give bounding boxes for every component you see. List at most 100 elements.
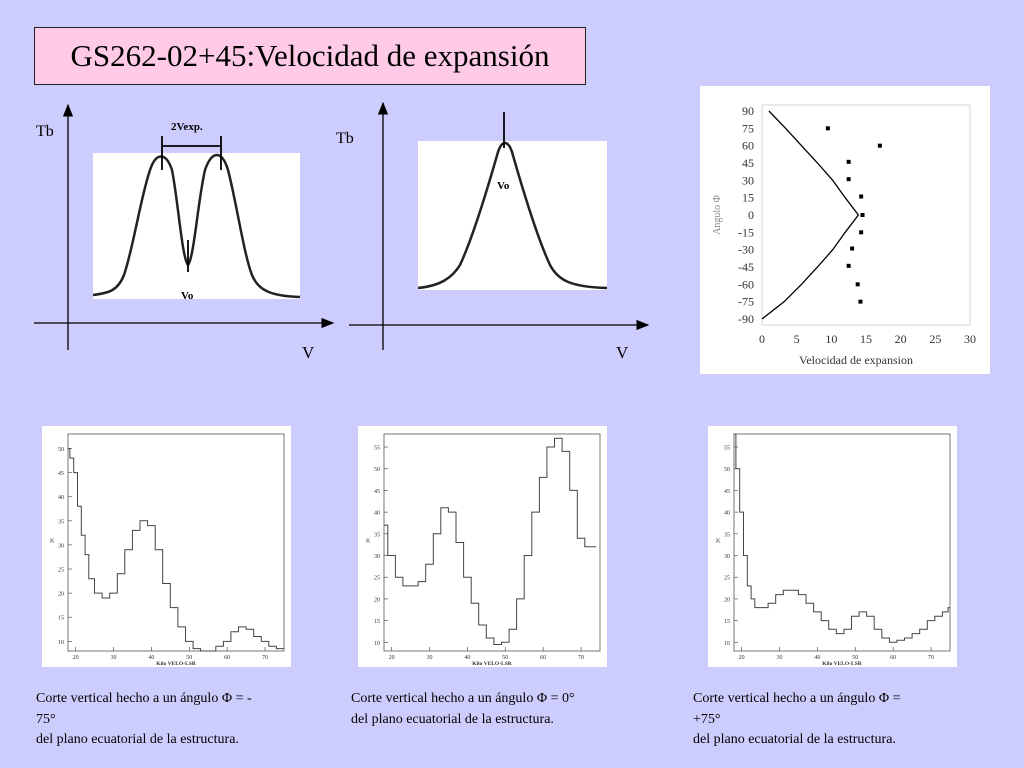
y-tick-label: 15	[724, 619, 730, 625]
y-tick-label: 25	[58, 568, 64, 574]
y-tick-label: 30	[374, 554, 380, 560]
y-tick-label: 30	[724, 554, 730, 560]
y-tick-label: -90	[738, 312, 754, 326]
width-label: 2Vexp.	[171, 121, 203, 133]
y-tick-label: 60	[742, 139, 754, 153]
x-tick-label: 70	[578, 655, 584, 661]
y-tick-label: 10	[58, 640, 64, 646]
double-peak-y-label: Tb	[36, 123, 54, 140]
double-peak-x-label: V	[302, 343, 315, 362]
x-tick-label: 0	[759, 332, 765, 346]
x-axis-label: Velocidad de expansion	[799, 353, 913, 367]
y-axis-label: Angulo Φ	[712, 195, 723, 235]
spectrum-panel-0: 10 15 20 25 30 35 40 45 50 55 20 30 40 50 60 70 Kilo VEL…	[358, 426, 607, 667]
plot-frame	[761, 104, 971, 326]
y-tick-label: 25	[374, 576, 380, 582]
schematic-double-peak: Tb V 2Vexp. Vo	[34, 103, 335, 362]
data-point	[877, 143, 882, 148]
caption-text: Corte vertical hecho a un ángulo	[36, 691, 219, 706]
y-tick-label: 0	[748, 208, 754, 222]
y-tick-label: 75	[742, 121, 754, 135]
x-tick-label: 60	[540, 655, 546, 661]
y-axis-label: K	[50, 539, 55, 545]
single-peak-y-label: Tb	[336, 130, 354, 147]
data-point	[846, 263, 851, 268]
x-tick-label: 30	[776, 655, 782, 661]
x-tick-label: 50	[502, 655, 508, 661]
plot-frame	[383, 433, 601, 652]
plot-frame	[67, 433, 285, 652]
y-tick-label: 15	[374, 619, 380, 625]
y-tick-label: 15	[58, 616, 64, 622]
x-tick-label: 20	[73, 655, 79, 661]
plot-frame	[733, 433, 951, 652]
x-tick-label: 30	[426, 655, 432, 661]
y-tick-label: 55	[374, 446, 380, 452]
y-axis-label: K	[716, 539, 721, 545]
caption-line-2: del plano ecuatorial de la estructura.	[351, 711, 554, 727]
fit-curve	[761, 110, 860, 320]
x-axis-label: Kilo VELO-LSR	[472, 661, 513, 667]
expansion-velocity-chart-panel: 90 75 60 45 30 15 0 -15 -30 -45 -60 -75 -90 0 5 10 15 20 2…	[700, 86, 990, 374]
y-tick-label: 90	[742, 104, 754, 118]
x-tick-label: 60	[890, 655, 896, 661]
x-tick-label: 20	[389, 655, 395, 661]
y-tick-label: 25	[724, 576, 730, 582]
phi-glyph: Φ	[221, 691, 233, 706]
double-peak-center-label: Vo	[181, 290, 194, 302]
y-tick-label: 20	[724, 597, 730, 603]
data-point	[846, 177, 851, 182]
caption-text: = -	[235, 691, 252, 706]
x-axis-label: Kilo VELO-LSR	[822, 661, 863, 667]
y-tick-label: 50	[724, 467, 730, 473]
y-tick-label: 20	[374, 597, 380, 603]
x-tick-label: 70	[262, 655, 268, 661]
caption-line-1: Corte vertical hecho a un ángulo Φ = 0°	[351, 689, 575, 710]
x-tick-label: 15	[860, 332, 872, 346]
caption-line-1: Corte vertical hecho a un ángulo Φ = -	[36, 689, 252, 710]
y-tick-label: 45	[724, 489, 730, 495]
expansion-velocity-chart: 90 75 60 45 30 15 0 -15 -30 -45 -60 -75 -90 0 5 10 15 20 2…	[712, 104, 976, 367]
x-tick-label: 25	[929, 332, 941, 346]
y-tick-label: -60	[738, 277, 754, 291]
caption-minus75: Corte vertical hecho a un ángulo Φ = - 7…	[36, 689, 252, 751]
x-tick-label: 30	[110, 655, 116, 661]
spectrum-chart-plus75: 10 15 20 25 30 35 40 45 50 55 20 30 40 50 60 70 Kilo VEL…	[716, 433, 951, 667]
y-tick-label: 45	[374, 489, 380, 495]
schematic-diagrams: Tb V 2Vexp. Vo Tb V Vo	[34, 101, 650, 362]
spectrum-chart-minus75: 10 15 20 25 30 35 40 45 50 20 30 40 50 60 70 Kilo VELO-…	[50, 433, 285, 667]
y-tick-label: 50	[58, 447, 64, 453]
y-tick-label: 35	[724, 532, 730, 538]
slide-title: GS262-02+45:Velocidad de expansión	[34, 27, 586, 85]
y-tick-label: 40	[374, 511, 380, 517]
x-tick-label: 60	[224, 655, 230, 661]
y-tick-label: 20	[58, 592, 64, 598]
x-tick-label: 50	[852, 655, 858, 661]
y-tick-label: 40	[724, 511, 730, 517]
spectrum-line	[68, 448, 284, 652]
single-peak-panel	[418, 141, 607, 290]
spectrum-line	[384, 437, 597, 645]
phi-glyph: Φ	[878, 691, 890, 706]
caption-text: Corte vertical hecho a un ángulo	[351, 691, 534, 706]
slide-title-text: GS262-02+45:Velocidad de expansión	[70, 38, 550, 73]
x-tick-label: 50	[186, 655, 192, 661]
caption-text: = 0°	[550, 691, 575, 706]
single-peak-center-label: Vo	[497, 180, 510, 192]
caption-plus75: Corte vertical hecho a un ángulo Φ = +75…	[693, 689, 900, 751]
x-tick-label: 20	[739, 655, 745, 661]
data-point	[850, 246, 855, 251]
phi-glyph: Φ	[536, 691, 548, 706]
data-point	[859, 230, 864, 235]
caption-line-3: del plano ecuatorial de la estructura.	[693, 732, 896, 747]
y-tick-label: 50	[374, 467, 380, 473]
x-tick-label: 5	[794, 332, 800, 346]
spectrum-panel-plus75: 10 15 20 25 30 35 40 45 50 55 20 30 40 50 60 70 Kilo VEL…	[708, 426, 957, 667]
y-tick-label: -45	[738, 260, 754, 274]
x-tick-label: 40	[814, 655, 820, 661]
data-point	[860, 213, 865, 217]
y-tick-label: -75	[738, 295, 754, 309]
y-axis-label: K	[366, 539, 371, 545]
y-tick-label: 10	[724, 641, 730, 647]
y-tick-label: 45	[58, 471, 64, 477]
